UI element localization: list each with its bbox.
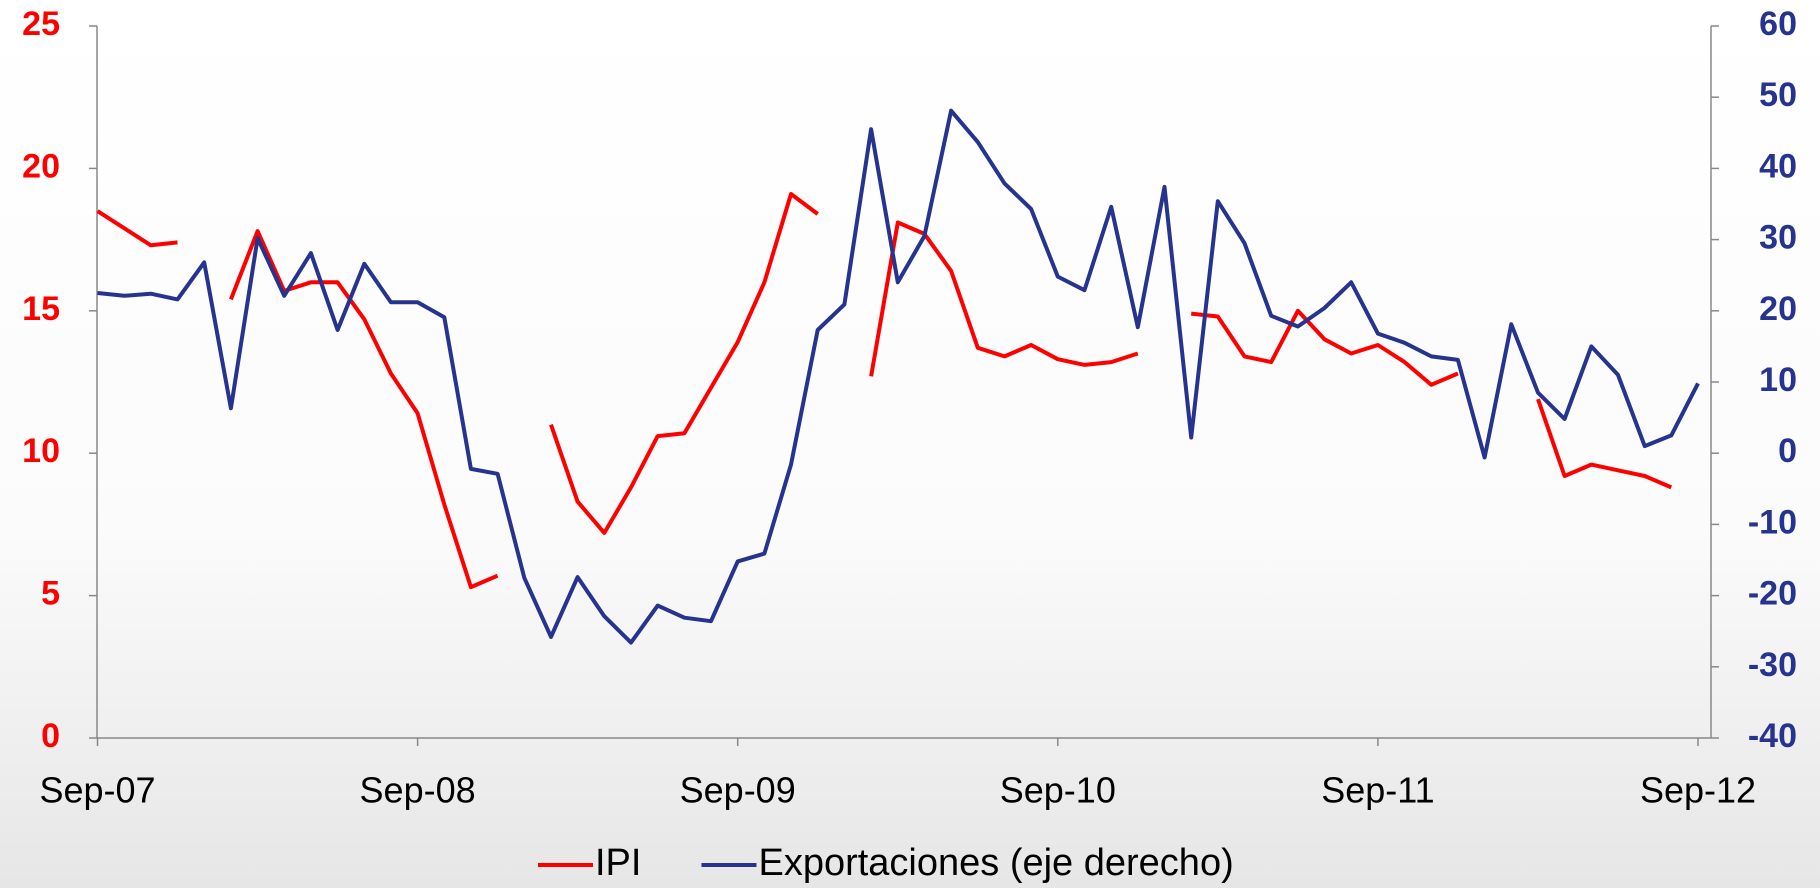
legend-label: Exportaciones (eje derecho) — [758, 842, 1233, 884]
x-tick-label: Sep-08 — [360, 770, 476, 811]
y2-tick-label: 30 — [1759, 219, 1797, 257]
y2-tick-label: -10 — [1748, 503, 1797, 541]
x-tick-label: Sep-10 — [1000, 770, 1116, 811]
y-tick-label: 20 — [22, 147, 60, 185]
y-tick-label: 5 — [41, 575, 60, 613]
y2-tick-label: 10 — [1759, 361, 1797, 399]
y-tick-label: 25 — [22, 5, 60, 43]
y2-tick-label: -40 — [1748, 717, 1797, 755]
x-tick-label: Sep-09 — [680, 770, 796, 811]
series-line — [96, 192, 1673, 590]
y2-tick-label: 50 — [1759, 76, 1797, 114]
y-tick-label: 10 — [22, 432, 60, 470]
legend-label: IPI — [595, 842, 641, 884]
y2-tick-label: -30 — [1748, 646, 1797, 684]
x-tick-label: Sep-07 — [39, 770, 155, 811]
x-tick-label: Sep-11 — [1321, 770, 1434, 811]
series-line — [97, 108, 1700, 645]
y2-tick-label: -20 — [1748, 575, 1797, 613]
y2-tick-label: 0 — [1778, 432, 1797, 470]
y2-tick-label: 40 — [1759, 147, 1797, 185]
y-tick-label: 0 — [41, 717, 60, 755]
y-tick-label: 15 — [22, 290, 60, 328]
x-tick-label: Sep-12 — [1640, 770, 1756, 811]
y2-tick-label: 60 — [1759, 5, 1797, 43]
y2-tick-label: 20 — [1759, 290, 1797, 328]
